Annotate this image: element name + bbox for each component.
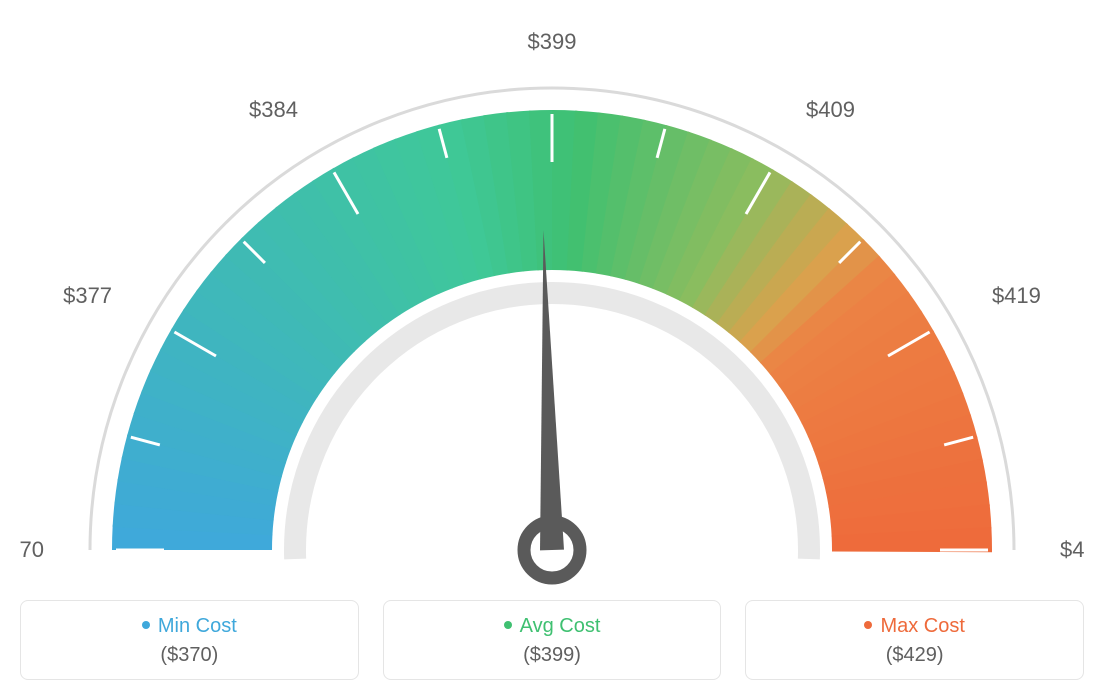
gauge-tick-label: $429: [1060, 537, 1084, 562]
gauge-tick-label: $377: [63, 283, 112, 308]
legend-avg-label: Avg Cost: [520, 615, 601, 637]
legend-avg-title: Avg Cost: [384, 615, 721, 638]
dot-icon-min: [142, 621, 150, 629]
legend-card-min: Min Cost ($370): [20, 600, 359, 680]
dot-icon-avg: [504, 621, 512, 629]
gauge-tick-label: $409: [806, 97, 855, 122]
legend-card-max: Max Cost ($429): [745, 600, 1084, 680]
legend-min-value: ($370): [21, 644, 358, 667]
gauge-svg: $370 $377 $384 $399 $409 $419 $429: [20, 20, 1084, 590]
gauge-chart: $370 $377 $384 $399 $409 $419 $429: [20, 20, 1084, 590]
gauge-tick-label: $370: [20, 537, 44, 562]
legend-max-value: ($429): [746, 644, 1083, 667]
gauge-needle: [540, 230, 564, 550]
gauge-tick-label: $399: [528, 29, 577, 54]
legend-card-avg: Avg Cost ($399): [383, 600, 722, 680]
legend-row: Min Cost ($370) Avg Cost ($399) Max Cost…: [20, 600, 1084, 680]
legend-max-title: Max Cost: [746, 615, 1083, 638]
gauge-tick-label: $384: [249, 97, 298, 122]
legend-avg-value: ($399): [384, 644, 721, 667]
legend-min-label: Min Cost: [158, 615, 237, 637]
legend-min-title: Min Cost: [21, 615, 358, 638]
gauge-tick-label: $419: [992, 283, 1041, 308]
cost-gauge-container: $370 $377 $384 $399 $409 $419 $429 Min Cost ($…: [20, 20, 1084, 680]
dot-icon-max: [864, 621, 872, 629]
legend-max-label: Max Cost: [880, 615, 964, 637]
